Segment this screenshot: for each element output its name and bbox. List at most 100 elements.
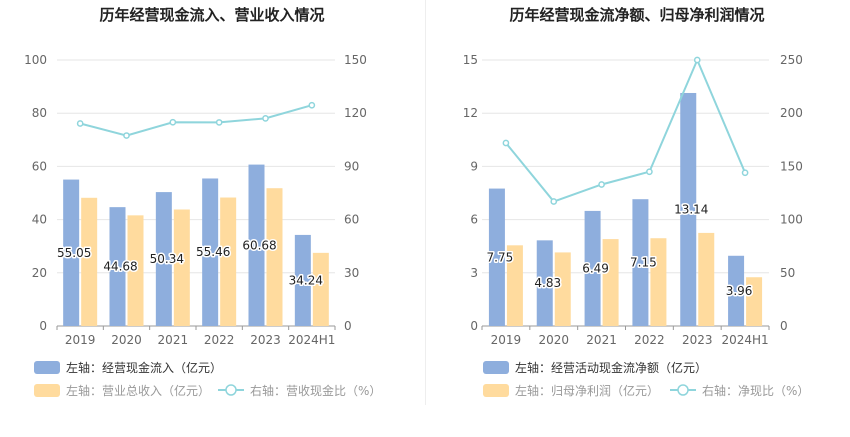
left-axis-tick-label: 0 [470,319,478,333]
ratio-point [169,118,177,126]
bar-data-label: 34.24 [289,273,323,287]
ratio-point [308,101,316,109]
left-axis-tick-label: 0 [39,319,47,333]
chart-cash-inflow-revenue: 历年经营现金流入、营业收入情况 0 0 20 30 40 60 60 90 80 120 100 15… [24,6,381,398]
right-axis-tick-label: 100 [780,213,803,227]
x-axis-tick-label: 2019 [65,333,96,347]
bar-data-label: 6.49 [582,261,609,275]
legend-label-primary: 左轴：经营现金流入（亿元） [66,360,222,375]
bar-primary [680,92,697,326]
x-axis-tick-label: 2023 [250,333,281,347]
panel-divider [425,0,426,405]
bar-data-label: 7.75 [487,250,514,264]
left-axis-tick-label: 60 [32,159,47,173]
bar-secondary [127,215,144,326]
right-axis-tick-label: 120 [344,106,367,120]
legend-swatch-line-marker [677,384,689,396]
chart-net-cash-profit: 历年经营现金流净额、归母净利润情况 0 0 3 50 6 100 9 150 12 200 15 25… [463,6,810,398]
bar-primary [488,188,505,326]
ratio-point [76,120,84,127]
bar-secondary [81,197,98,326]
bar-primary [728,255,745,326]
right-axis-tick-label: 60 [344,213,359,227]
ratio-point [502,139,510,147]
right-axis-tick-label: 0 [780,319,788,333]
ratio-point [741,169,749,177]
bar-primary [584,210,601,326]
left-axis-tick-label: 6 [470,213,478,227]
bar-secondary [312,252,329,326]
bar-secondary [173,209,190,326]
legend-label-line: 右轴：营收现金比（%） [250,383,381,398]
x-axis-tick-label: 2019 [491,333,522,347]
left-axis-tick-label: 9 [470,159,478,173]
x-axis-tick-label: 2021 [158,333,189,347]
left-axis-tick-label: 20 [32,266,47,280]
right-axis-tick-label: 200 [780,106,803,120]
ratio-point [123,132,130,139]
legend-swatch-secondary [34,384,60,397]
ratio-point [693,56,701,64]
bar-data-label: 50.34 [150,252,184,266]
bar-data-label: 44.68 [103,260,137,274]
bar-secondary [602,239,619,326]
ratio-point [215,119,223,126]
bar-data-label: 13.14 [674,202,708,216]
bar-data-label: 7.15 [630,256,657,270]
bar-data-label: 4.83 [534,276,561,290]
bar-data-label: 55.05 [57,246,91,260]
x-axis-tick-label: 2023 [682,333,713,347]
right-axis-tick-label: 50 [780,266,795,280]
bar-primary [536,240,553,326]
bar-data-label: 3.96 [726,284,753,298]
bar-secondary [220,197,237,326]
ratio-point [550,198,558,205]
legend-label-secondary: 左轴：归母净利润（亿元） [515,383,659,398]
x-axis-tick-label: 2024H1 [721,333,768,347]
legend-swatch-line-marker [225,384,237,396]
left-axis-tick-label: 3 [470,266,478,280]
ratio-line [505,57,747,203]
x-axis-tick-label: 2022 [634,333,665,347]
legend-label-secondary: 左轴：营业总收入（亿元） [66,383,210,398]
chart-title: 历年经营现金流入、营业收入情况 [99,6,324,24]
legend-swatch-primary [34,361,60,374]
bar-primary [63,179,80,326]
ratio-point [646,168,653,176]
chart-title: 历年经营现金流净额、归母净利润情况 [509,6,764,24]
legend-swatch-secondary [483,384,509,397]
left-axis-tick-label: 15 [463,53,478,67]
bar-primary [248,164,265,326]
left-axis-tick-label: 12 [463,106,478,120]
bar-primary [294,234,311,326]
ratio-point [598,181,605,188]
legend-label-line: 右轴：净现比（%） [702,383,809,398]
right-axis-tick-label: 0 [344,319,352,333]
chart-panel-net-cash: 历年经营现金流净额、归母净利润情况 0 0 3 50 6 100 9 150 12 200 15 25… [425,0,850,437]
x-axis-tick-label: 2022 [204,333,235,347]
legend-label-primary: 左轴：经营活动现金流净额（亿元） [515,360,707,375]
bar-secondary [650,238,667,326]
right-axis-tick-label: 150 [344,53,367,67]
right-axis-tick-label: 90 [344,159,359,173]
x-axis-tick-label: 2024H1 [288,333,335,347]
bar-secondary [266,188,283,326]
right-axis-tick-label: 150 [780,159,803,173]
x-axis-tick-label: 2021 [586,333,617,347]
bar-data-label: 55.46 [196,245,230,259]
bar-primary [632,199,649,326]
bar-primary [202,178,219,326]
x-axis-tick-label: 2020 [538,333,569,347]
bar-primary [155,192,172,326]
bar-secondary [698,232,715,326]
bar-secondary [554,252,571,326]
bar-secondary [746,277,763,326]
right-axis-tick-label: 30 [344,266,359,280]
left-axis-tick-label: 80 [32,106,47,120]
right-axis-tick-label: 250 [780,53,803,67]
bar-secondary [506,245,523,326]
bar-primary [109,207,126,326]
bar-data-label: 60.68 [242,238,276,252]
ratio-point [262,114,269,122]
left-axis-tick-label: 100 [24,53,47,67]
